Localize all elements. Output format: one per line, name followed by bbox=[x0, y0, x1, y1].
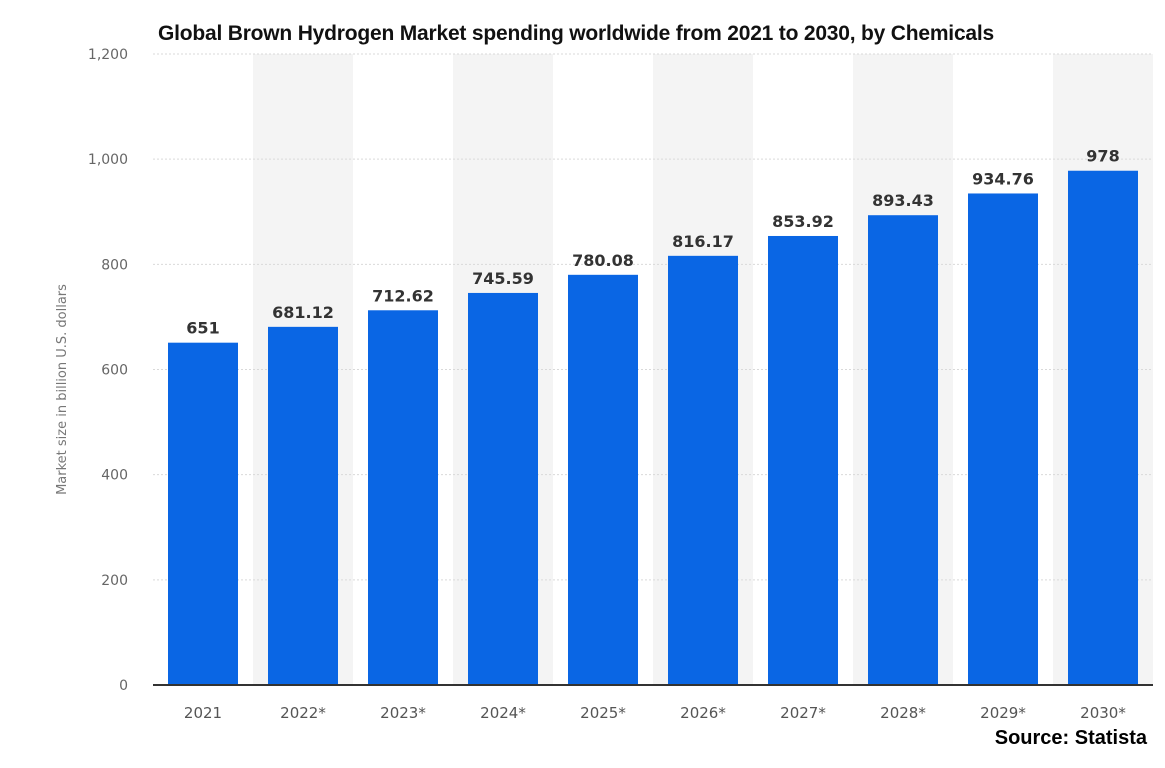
source-label: Source: Statista bbox=[994, 727, 1147, 749]
y-tick-label: 1,000 bbox=[88, 152, 128, 168]
bar bbox=[968, 193, 1038, 685]
bar bbox=[668, 255, 738, 685]
x-tick-label: 2021 bbox=[184, 704, 222, 722]
data-label: 712.62 bbox=[372, 286, 434, 305]
bar bbox=[568, 274, 638, 685]
data-label: 651 bbox=[186, 319, 219, 338]
bar bbox=[268, 326, 338, 685]
x-tick-label: 2024* bbox=[480, 704, 526, 722]
x-tick-label: 2026* bbox=[680, 704, 726, 722]
x-tick-label: 2023* bbox=[380, 704, 426, 722]
data-label: 978 bbox=[1086, 147, 1119, 166]
data-label: 816.17 bbox=[672, 232, 734, 251]
data-label: 780.08 bbox=[572, 251, 634, 270]
y-tick-label: 200 bbox=[101, 573, 128, 589]
data-label: 681.12 bbox=[272, 303, 334, 322]
y-tick-label: 600 bbox=[101, 363, 128, 379]
x-tick-label: 2022* bbox=[280, 704, 326, 722]
bars bbox=[168, 170, 1138, 686]
x-tick-label: 2029* bbox=[980, 704, 1026, 722]
y-tick-label: 400 bbox=[101, 468, 128, 484]
y-tick-label: 1,200 bbox=[88, 47, 128, 63]
bar bbox=[468, 292, 538, 685]
data-label: 745.59 bbox=[472, 269, 534, 288]
bar bbox=[368, 310, 438, 685]
bar bbox=[168, 342, 238, 685]
y-tick-label: 0 bbox=[119, 678, 128, 694]
bar bbox=[1068, 170, 1138, 686]
data-label: 853.92 bbox=[772, 212, 834, 231]
data-labels: 651 681.12 712.62 745.59 780.08 816.17 853.92 8… bbox=[186, 147, 1119, 338]
bar bbox=[768, 235, 838, 685]
x-axis-ticks: 2021 2022* 2023* 2024* 2025* 2026* 2027* 2028* 2… bbox=[184, 704, 1126, 722]
data-label: 893.43 bbox=[872, 191, 934, 210]
x-tick-label: 2028* bbox=[880, 704, 926, 722]
y-axis-title: Market size in billion U.S. dollars bbox=[55, 284, 70, 495]
x-tick-label: 2030* bbox=[1080, 704, 1126, 722]
chart-title: Global Brown Hydrogen Market spending wo… bbox=[157, 22, 995, 45]
y-tick-label: 800 bbox=[101, 257, 128, 273]
y-axis-ticks: 0 200 400 600 800 1,000 1,200 bbox=[88, 47, 128, 694]
bar bbox=[868, 215, 938, 686]
x-tick-label: 2025* bbox=[580, 704, 626, 722]
data-label: 934.76 bbox=[972, 169, 1034, 188]
x-tick-label: 2027* bbox=[780, 704, 826, 722]
